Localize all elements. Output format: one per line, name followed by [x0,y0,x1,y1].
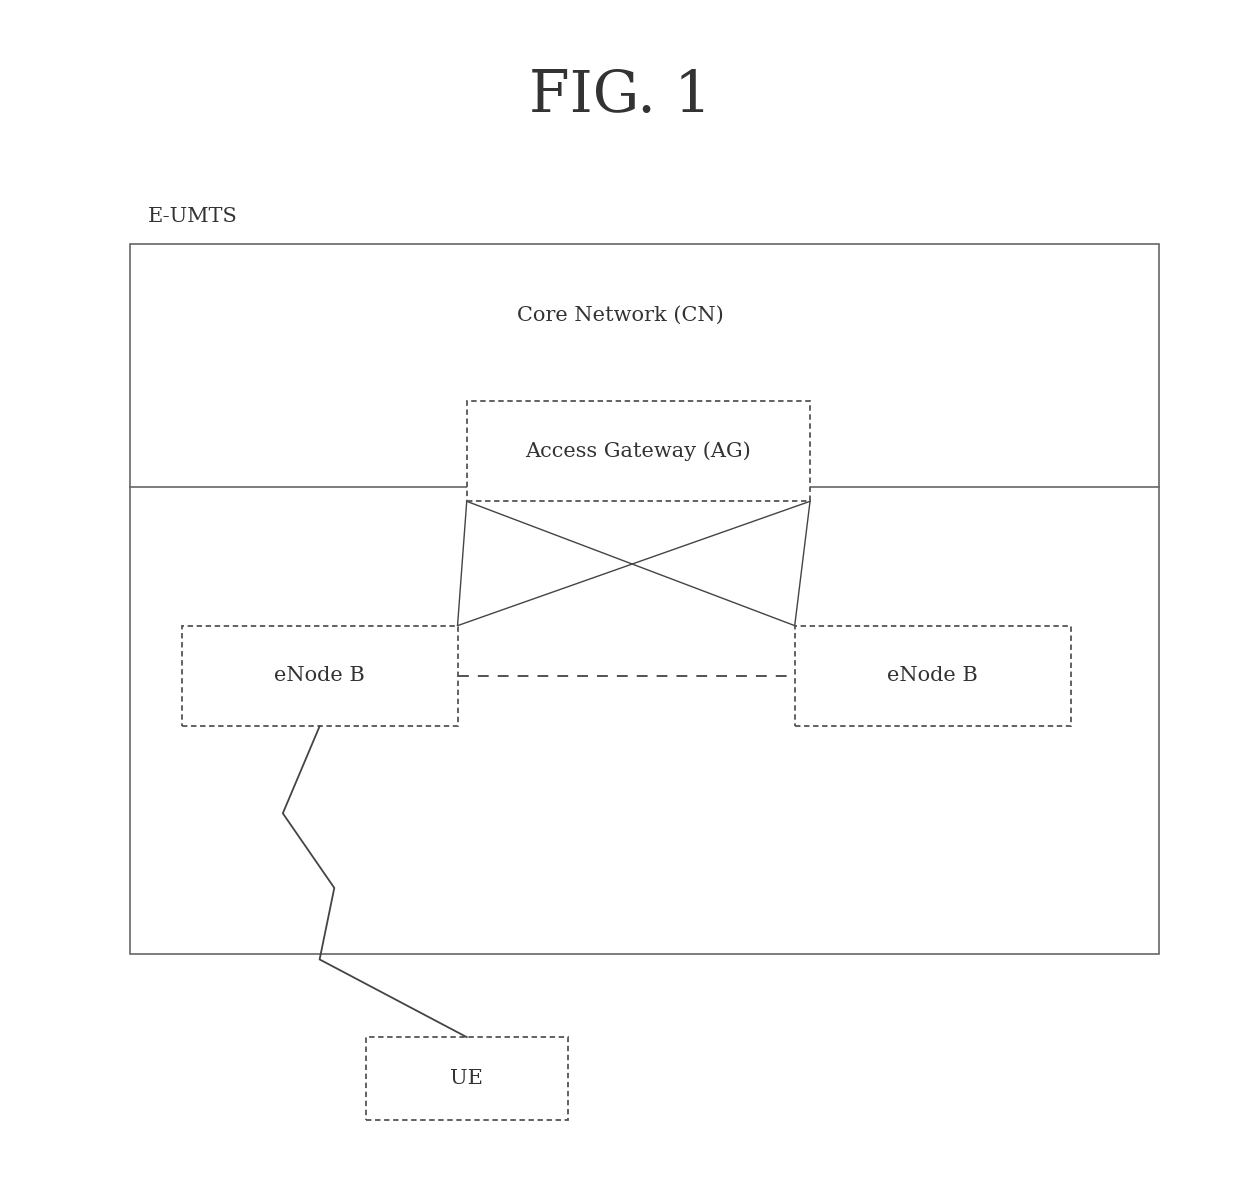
Text: FIG. 1: FIG. 1 [528,68,712,123]
Text: UE: UE [450,1069,484,1088]
Bar [182,625,458,726]
Bar [466,400,810,501]
Text: eNode B: eNode B [888,666,978,685]
Text: Access Gateway (AG): Access Gateway (AG) [526,441,751,461]
Bar [129,243,1159,955]
Bar [366,1037,568,1120]
Text: Core Network (CN): Core Network (CN) [517,305,723,325]
Bar [795,625,1070,726]
Text: eNode B: eNode B [274,666,365,685]
Text: E-UMTS: E-UMTS [148,207,238,226]
